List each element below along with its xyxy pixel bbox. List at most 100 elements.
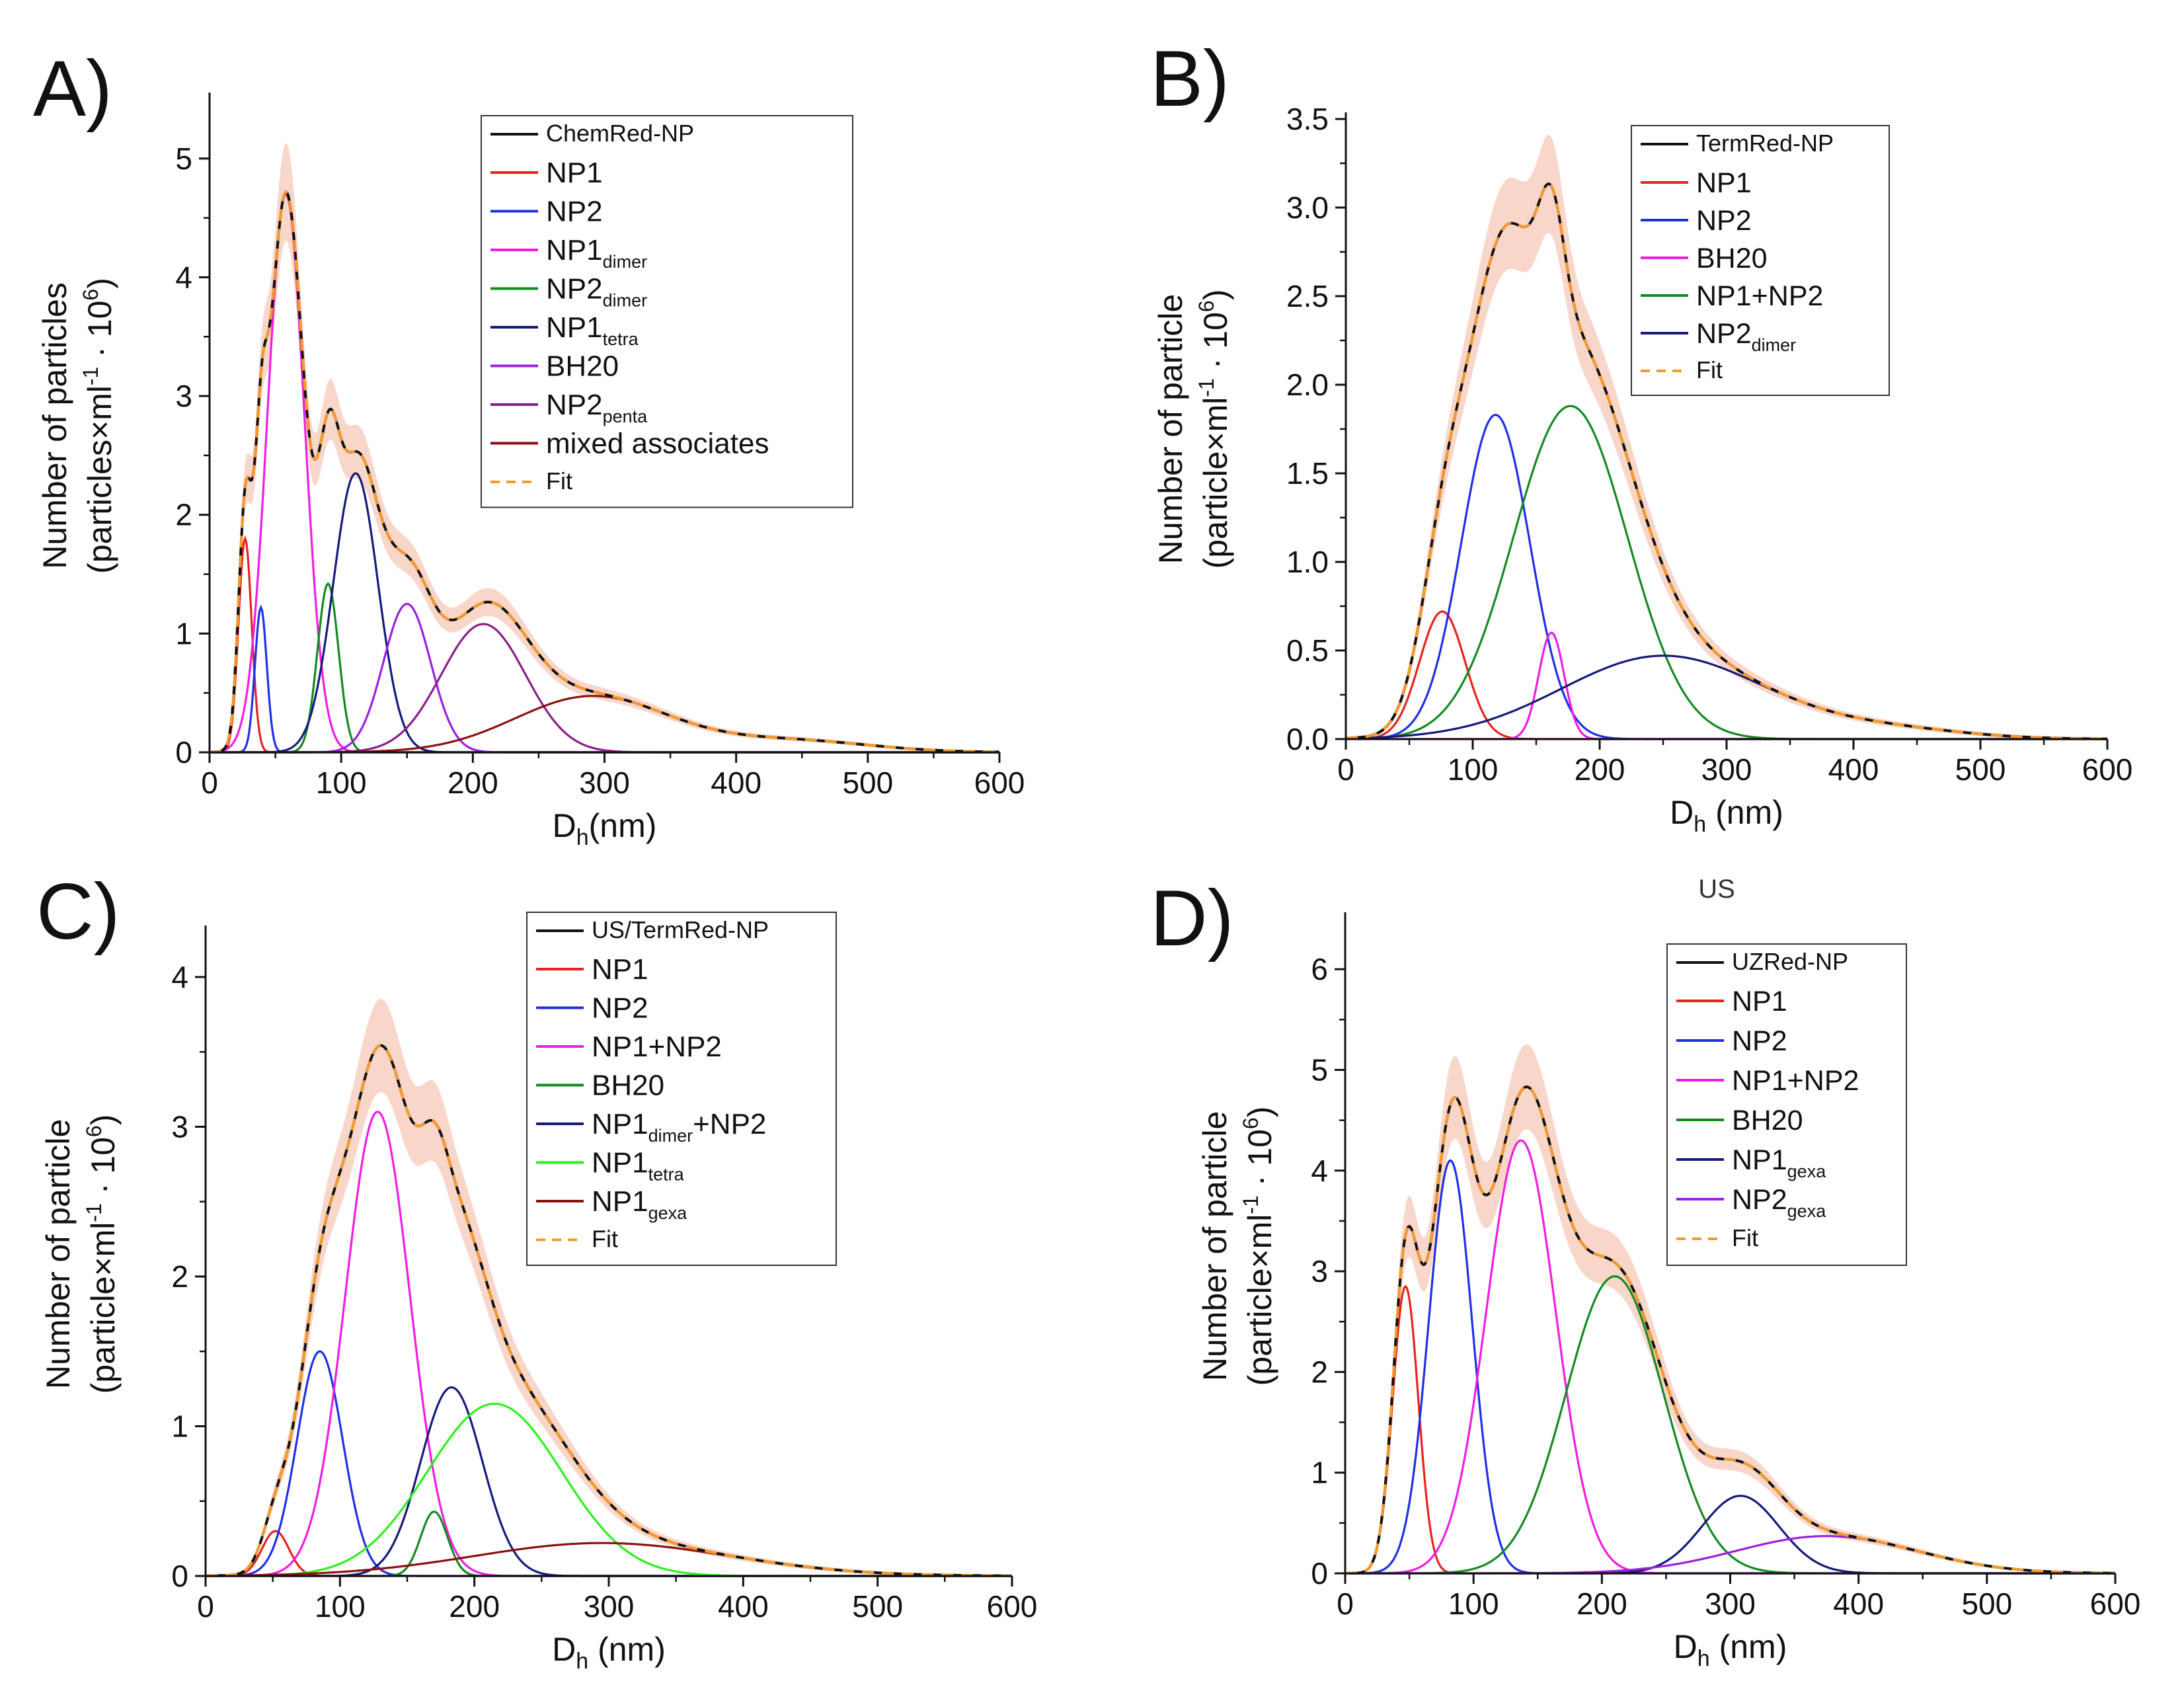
y-label-line1: Number of particles [36,282,73,569]
legend-label: UZRed-NP [1732,948,1848,975]
y-label-line1: Number of particle [1152,294,1189,565]
chart-panel-3: D) US 0 100 200 300 400 500 600 0 1 2 3 4 5 6 Dh (nm) Num… [1150,874,2140,1671]
legend-label: NP1tetra [592,1147,685,1185]
x-tick-label: 200 [1577,1587,1627,1621]
y-tick-label: 2 [1311,1355,1328,1389]
legend-label: NP1dimer [546,234,647,272]
series-line-np1gexa [206,1542,1012,1577]
y-tick-label: 0.0 [1286,722,1329,756]
y-tick-label: 1.5 [1286,456,1329,491]
x-axis-label: Dh (nm) [552,1631,666,1674]
x-tick-label: 300 [1701,752,1752,787]
x-tick-label: 0 [1337,752,1354,787]
series-line-np2 [1346,413,2107,740]
x-axis-label: Dh (nm) [1670,794,1783,837]
chart-panel-1: B) 0 100 200 300 400 500 600 0.0 0.5 1.0 1.5 2.0 2.5 3… [1150,34,2132,837]
legend-label: NP2 [546,196,603,228]
y-tick-label: 3.5 [1286,102,1329,136]
legend: ChemRed-NP NP1 NP2 NP1dimerNP2dimerNP1tetra… [481,115,853,508]
legend-label: NP1gexa [592,1185,687,1223]
y-tick-label: 3 [171,1109,188,1144]
x-tick-label: 200 [449,1589,500,1624]
error-band [1345,1044,2115,1573]
series-line-np1 [1346,610,2107,740]
y-tick-label: 5 [175,141,192,176]
series-line-np1-np2 [1346,405,2107,740]
legend-box [526,912,837,1266]
legend-label: ChemRed-NP [546,120,694,147]
legend-label: NP2dimer [1696,318,1796,355]
series-line-bh20 [1345,1275,2115,1575]
y-tick-label: 0 [175,735,192,769]
series-line-np2penta [210,623,999,754]
x-tick-label: 300 [1705,1587,1756,1621]
legend-label: NP2 [1696,205,1752,237]
x-tick-label: 400 [711,766,761,800]
legend-label: Fit [1696,356,1723,383]
y-label-line2: (particle×ml-1 · 106) [1239,1107,1278,1386]
y-label-line2: (particle×ml-1 · 106) [1194,290,1234,569]
x-tick-label: 100 [1448,1587,1499,1621]
x-tick-label: 100 [316,766,367,800]
legend-label: NP2 [592,992,648,1025]
y-tick-label: 1 [175,616,192,650]
legend-label: TermRed-NP [1696,130,1834,157]
error-band [206,999,1012,1576]
y-tick-label: 6 [1311,952,1328,986]
y-tick-label: 2 [175,498,192,532]
x-tick-label: 500 [842,766,893,800]
legend-label: BH20 [592,1070,664,1102]
y-tick-label: 2.5 [1286,279,1329,313]
panel-label: A) [33,44,112,133]
x-tick-label: 0 [197,1589,214,1624]
x-tick-label: 200 [448,766,498,800]
fit-line [206,1044,1012,1577]
x-tick-label: 0 [1337,1587,1354,1621]
x-tick-label: 600 [974,766,1025,800]
y-tick-label: 5 [1311,1052,1328,1087]
y-tick-label: 3 [1311,1254,1328,1288]
x-tick-label: 300 [584,1589,635,1624]
y-label-line2: (particle×ml-1 · 106) [82,1115,122,1394]
panel-label: B) [1150,34,1229,123]
x-tick-label: 200 [1575,752,1625,787]
legend-label: NP1+NP2 [1696,280,1823,312]
legend-label: NP1 [1732,986,1787,1017]
y-tick-label: 3 [175,379,192,413]
y-axis-label: Number of particle (particle×ml-1 · 106) [40,1115,122,1394]
x-axis-label: Dh (nm) [1674,1628,1787,1671]
legend-label: BH20 [1696,243,1768,274]
y-tick-label: 3.0 [1286,190,1329,225]
legend-box [1666,943,1907,1266]
series-line-np1gexa [1345,1495,2115,1575]
legend-label: BH20 [1732,1105,1803,1136]
x-tick-label: 500 [1961,1587,2012,1621]
fit-line [210,190,999,754]
x-tick-label: 500 [852,1589,903,1624]
legend-label: NP1 [1696,167,1752,199]
y-label-line1: Number of particle [40,1119,77,1390]
y-tick-label: 4 [1311,1154,1328,1188]
legend: US/TermRed-NP NP1 NP2 NP1+NP2 BH20 NP1dimer+N… [526,912,837,1266]
legend-label: NP2 [1732,1025,1787,1057]
y-tick-label: 1 [171,1409,188,1443]
series-line-np1tetra [206,1402,1012,1577]
series-line-np1 [1345,1284,2115,1575]
panel-label: D) [1150,874,1234,963]
legend-label: NP1tetra [546,311,639,349]
legend-label: NP2gexa [1732,1184,1826,1221]
y-tick-label: 2.0 [1286,368,1329,402]
x-tick-label: 100 [1448,752,1499,787]
y-tick-label: 4 [175,260,192,294]
y-axis-label: Number of particles (particles×ml-1 · 106… [36,278,118,574]
x-tick-label: 300 [579,766,630,800]
y-tick-label: 0 [171,1559,188,1593]
legend-label: NP1 [592,953,648,986]
x-tick-label: 600 [987,1589,1038,1624]
legend-label: Fit [1732,1224,1758,1251]
x-tick-label: 100 [315,1589,366,1624]
y-tick-label: 4 [171,960,188,994]
chart-panel-0: A) 0 100 200 300 400 500 600 0 1 2 3 4 5 Dh(nm) Number … [33,44,1025,850]
